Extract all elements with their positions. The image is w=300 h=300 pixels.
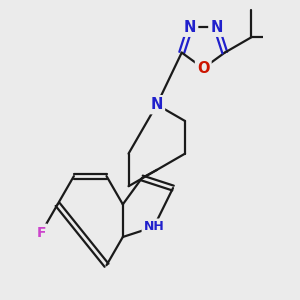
Text: N: N (184, 20, 196, 35)
Text: N: N (151, 97, 163, 112)
Text: O: O (197, 61, 209, 76)
Text: F: F (37, 226, 46, 240)
Text: NH: NH (143, 220, 164, 233)
Text: N: N (210, 20, 223, 35)
